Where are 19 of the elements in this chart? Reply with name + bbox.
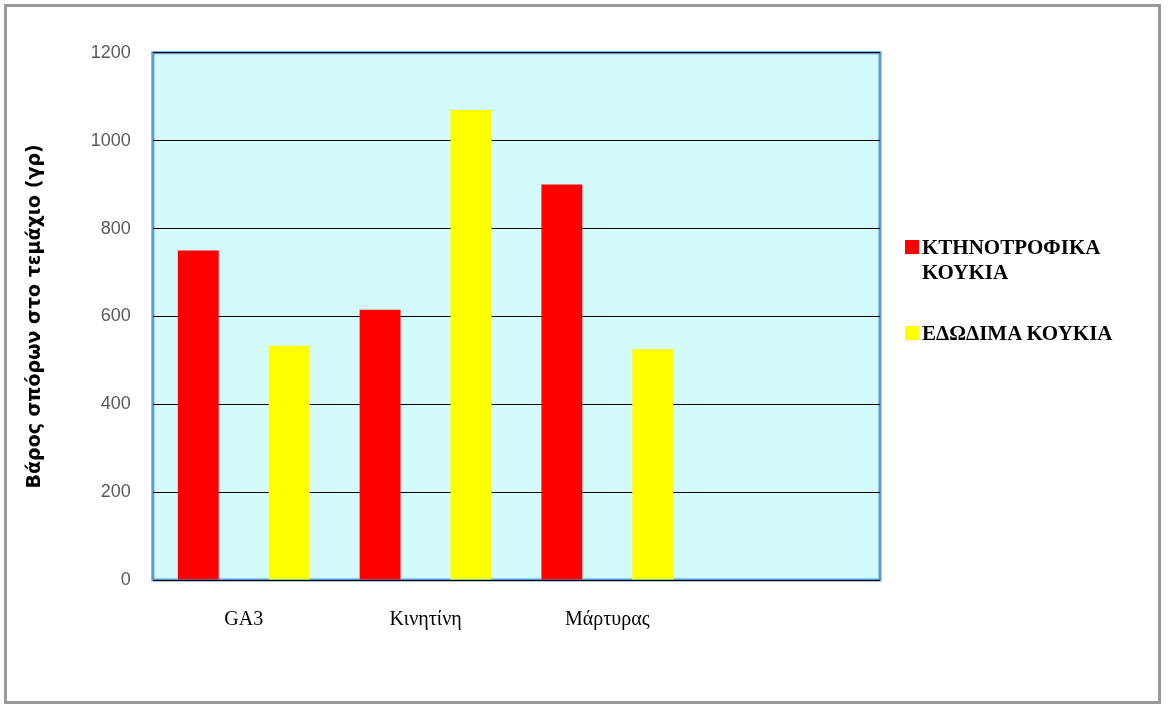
x-tick-label: Μάρτυρας (565, 607, 650, 631)
legend-label: ΕΔΩΔΙΜΑ ΚΟΥΚΙΑ (922, 321, 1114, 346)
bar (177, 250, 219, 580)
y-tick-label: 1200 (90, 41, 131, 62)
y-axis-title: Βάρος σπόρων στο τεμάχιο (γρ) (22, 144, 45, 489)
bar (268, 345, 310, 580)
y-tick-label: 1000 (90, 129, 131, 150)
bar (450, 109, 492, 580)
y-tick-label: 200 (100, 481, 131, 502)
legend-label: ΚΤΗΝΟΤΡΟΦΙΚΑ ΚΟΥΚΙΑ (922, 235, 1101, 285)
bar (541, 184, 583, 580)
x-tick-label: GA3 (224, 607, 264, 630)
y-tick-label: 600 (100, 305, 131, 326)
y-tick-label: 400 (100, 393, 131, 414)
x-tick-label: Κινητίνη (389, 607, 462, 631)
bar (359, 309, 401, 580)
y-tick-label: 0 (120, 568, 131, 589)
bar (632, 349, 674, 580)
y-tick-label: 800 (100, 217, 131, 238)
